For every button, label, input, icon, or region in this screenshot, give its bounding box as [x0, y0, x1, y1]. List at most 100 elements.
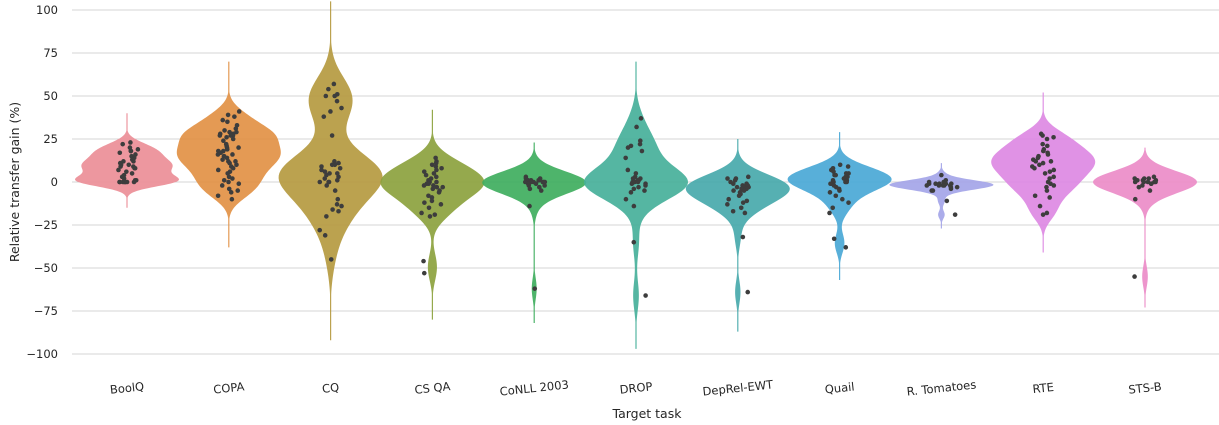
data-point [738, 205, 744, 211]
data-point [225, 119, 230, 125]
data-point [1035, 155, 1041, 161]
data-point [235, 188, 241, 193]
data-point [421, 169, 427, 174]
data-point [631, 203, 637, 209]
data-point [623, 155, 628, 161]
data-point [331, 81, 337, 87]
data-point [730, 181, 736, 187]
data-point [429, 195, 435, 200]
data-point [322, 233, 328, 238]
data-point [124, 179, 130, 185]
data-point [337, 165, 343, 171]
data-point [431, 171, 437, 176]
data-point [434, 184, 440, 190]
data-point [536, 177, 541, 183]
data-point [740, 200, 746, 205]
data-point [128, 140, 133, 145]
data-point [629, 181, 635, 187]
data-point [726, 196, 731, 202]
x-tick-label: STS-B [1128, 379, 1163, 396]
data-point [321, 114, 327, 119]
data-point [324, 214, 329, 219]
data-point [322, 176, 328, 181]
y-tick-label: 75 [43, 46, 58, 60]
data-point [430, 186, 436, 192]
y-tick-label: −100 [26, 347, 58, 361]
data-point [433, 160, 439, 166]
data-point [936, 183, 942, 188]
x-tick-label: CoNLL 2003 [499, 377, 569, 398]
data-point [234, 162, 239, 168]
data-point [429, 162, 435, 168]
y-tick-labels: 100 75 50 25 0 −25 −50 −75 −100 [26, 3, 58, 361]
data-point [426, 193, 431, 199]
data-point [846, 200, 851, 205]
data-point [433, 155, 438, 161]
data-point [120, 141, 126, 147]
data-point [741, 188, 747, 193]
data-point [1044, 188, 1050, 193]
data-point [1051, 174, 1056, 180]
data-point [226, 186, 232, 192]
data-point [843, 245, 849, 250]
data-point [332, 159, 337, 164]
data-point [1047, 176, 1052, 181]
data-point [623, 196, 629, 202]
data-point [332, 188, 338, 193]
data-point [732, 177, 738, 183]
data-point [221, 177, 227, 183]
data-point [431, 183, 436, 188]
data-point [229, 196, 235, 202]
data-point [1040, 212, 1046, 217]
x-axis-label: Target task [612, 406, 683, 421]
data-point [322, 169, 328, 174]
y-tick-label: 50 [43, 89, 58, 103]
data-point [118, 164, 123, 169]
data-point [419, 210, 424, 216]
data-point [1037, 203, 1043, 209]
data-point [642, 188, 647, 193]
data-point [1037, 162, 1042, 168]
data-point [335, 177, 340, 183]
violin-copa [176, 61, 281, 248]
data-point [631, 239, 637, 245]
data-point [742, 210, 748, 216]
data-point [326, 179, 332, 185]
data-point [745, 174, 751, 180]
data-point [226, 179, 231, 185]
data-point [319, 167, 324, 173]
data-point [117, 179, 122, 185]
data-point [725, 202, 730, 207]
data-point [132, 165, 137, 171]
data-point [232, 114, 237, 119]
data-point [334, 98, 340, 104]
data-point [944, 198, 950, 204]
data-point [734, 184, 740, 190]
data-point [220, 117, 226, 123]
data-point [1051, 183, 1057, 188]
data-point [1040, 141, 1045, 147]
data-point [236, 181, 242, 187]
data-point [1148, 181, 1154, 187]
y-tick-label: 100 [36, 3, 58, 17]
data-point [215, 152, 221, 157]
data-point [840, 196, 845, 202]
data-point [636, 184, 641, 190]
data-point [129, 171, 135, 176]
data-point [230, 165, 236, 171]
data-point [421, 258, 426, 264]
y-tick-label: 25 [43, 132, 58, 146]
data-point [1051, 167, 1057, 173]
data-point [639, 148, 645, 154]
data-point [827, 190, 833, 195]
data-point [421, 270, 427, 276]
data-point [542, 183, 547, 188]
data-point [215, 167, 221, 173]
violin-cq [278, 1, 383, 341]
data-points [116, 81, 1159, 298]
data-point [339, 105, 344, 111]
data-point [532, 286, 538, 291]
data-point [939, 172, 944, 178]
data-point [421, 183, 427, 188]
